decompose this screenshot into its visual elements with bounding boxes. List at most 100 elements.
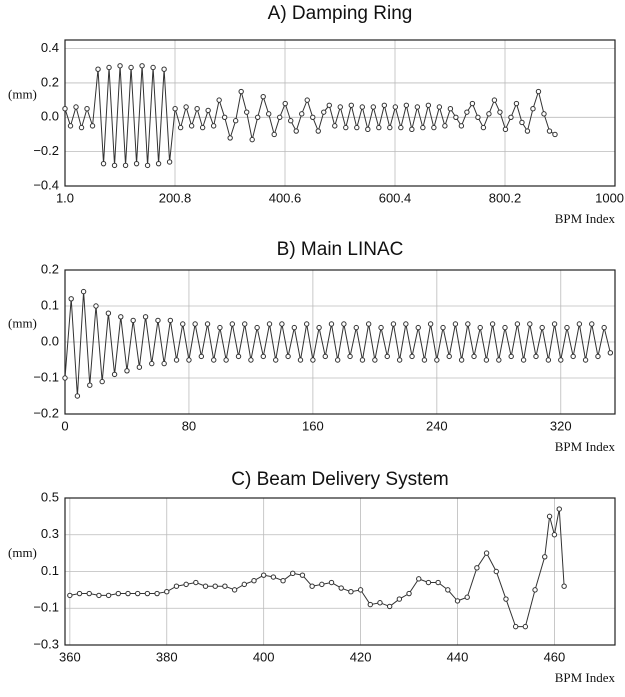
data-point	[425, 579, 432, 586]
data-point	[319, 581, 325, 588]
data-point	[497, 109, 503, 115]
data-point	[486, 111, 492, 117]
x-tick-label: 400.6	[269, 190, 302, 205]
data-point	[280, 577, 286, 584]
data-point	[315, 128, 321, 134]
data-point	[173, 357, 180, 363]
data-point	[67, 592, 73, 599]
data-point	[452, 321, 459, 327]
data-point	[420, 124, 426, 131]
data-point	[149, 360, 155, 367]
data-point	[205, 107, 211, 114]
data-point	[124, 368, 130, 374]
y-axis-label: (mm)	[8, 316, 37, 331]
data-point	[128, 64, 134, 71]
data-point	[376, 124, 382, 131]
data-point	[231, 587, 238, 593]
x-tick-label: 1000.0	[595, 190, 625, 205]
x-tick-label: 0	[61, 418, 68, 433]
data-point	[95, 66, 101, 72]
data-point	[480, 124, 487, 131]
data-point	[421, 357, 428, 363]
data-point	[290, 570, 296, 577]
data-point	[227, 135, 233, 141]
data-point	[62, 106, 68, 112]
y-tick-label: 0.0	[41, 333, 59, 348]
data-point	[309, 583, 315, 589]
data-point	[475, 114, 481, 120]
data-point	[332, 123, 338, 129]
data-point	[155, 160, 162, 167]
x-tick-label: 400	[253, 649, 275, 664]
data-point	[348, 589, 354, 595]
data-point	[601, 324, 607, 331]
data-point	[223, 357, 229, 363]
data-point	[508, 114, 514, 120]
data-point	[299, 111, 305, 117]
data-point	[502, 324, 508, 331]
data-point	[241, 581, 247, 588]
data-point	[194, 106, 200, 112]
data-point	[164, 589, 170, 595]
data-point	[266, 111, 272, 117]
plot-frame	[64, 39, 616, 187]
data-point	[483, 357, 490, 363]
data-point	[299, 572, 306, 578]
x-tick-label: 240	[426, 418, 448, 433]
data-point	[576, 321, 583, 327]
data-point	[161, 360, 167, 367]
data-point	[453, 114, 459, 120]
x-tick-label: 600.4	[379, 190, 412, 205]
data-point	[365, 126, 371, 133]
data-point	[251, 577, 257, 584]
data-point	[310, 357, 316, 363]
x-axis-label: BPM Index	[555, 211, 616, 226]
data-point	[322, 353, 328, 360]
data-point	[546, 513, 553, 520]
data-point	[62, 375, 68, 381]
y-tick-label: 0.1	[41, 563, 59, 578]
data-point	[527, 321, 533, 327]
data-point	[447, 106, 454, 112]
data-point	[150, 64, 156, 71]
data-point	[192, 321, 198, 327]
data-point	[142, 314, 149, 320]
data-point	[535, 88, 542, 95]
y-axis-label: (mm)	[8, 545, 37, 560]
data-point	[564, 324, 570, 331]
data-point	[607, 350, 614, 356]
data-point	[86, 590, 92, 597]
data-point	[172, 106, 178, 112]
data-point	[458, 123, 465, 129]
data-point	[464, 109, 470, 115]
x-tick-label: 80	[182, 418, 196, 433]
data-point	[316, 324, 322, 331]
data-point	[139, 63, 145, 69]
data-point	[78, 124, 85, 131]
data-point	[211, 357, 217, 363]
data-point	[359, 357, 366, 363]
data-point	[68, 296, 74, 302]
data-point	[321, 109, 327, 115]
data-point	[502, 126, 509, 133]
data-point	[390, 321, 397, 327]
data-point	[118, 314, 124, 320]
data-point	[183, 104, 189, 110]
x-tick-label: 320	[550, 418, 572, 433]
data-point	[595, 353, 601, 360]
data-point	[96, 592, 102, 599]
data-point	[381, 102, 388, 108]
x-tick-label: 440	[447, 649, 469, 664]
data-point	[93, 303, 99, 309]
data-point	[493, 568, 499, 575]
data-point	[545, 357, 552, 363]
data-point	[242, 321, 248, 327]
data-point	[522, 623, 529, 630]
data-point	[183, 581, 189, 588]
data-point	[144, 590, 151, 597]
data-point	[73, 104, 79, 110]
data-point	[415, 324, 421, 331]
x-tick-label: 800.2	[489, 190, 522, 205]
data-point	[186, 357, 192, 363]
y-tick-label: 0.5	[41, 489, 59, 504]
